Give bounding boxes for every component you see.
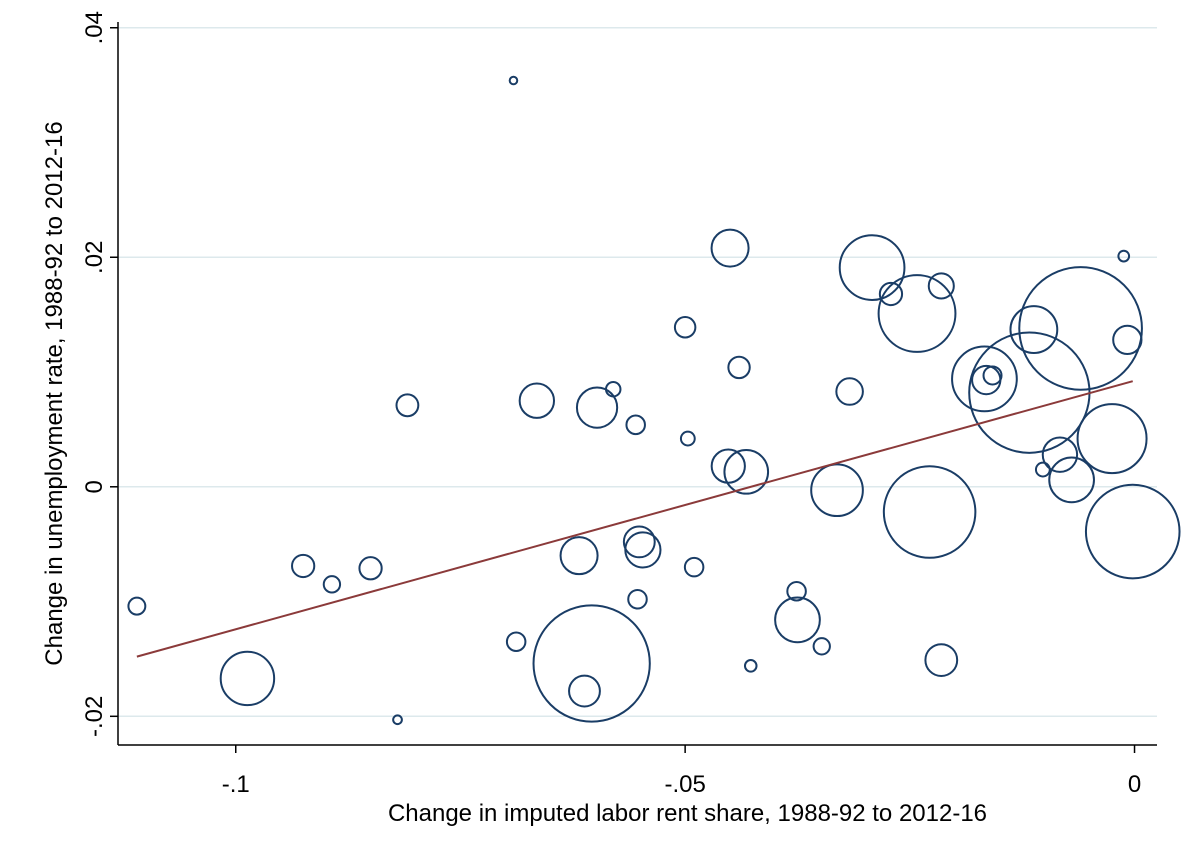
grid-lines xyxy=(118,26,1157,718)
scatter-point xyxy=(786,580,807,602)
scatter-point xyxy=(625,414,646,436)
scatter-point xyxy=(882,465,977,559)
x-tick-label: 0 xyxy=(1128,771,1141,798)
scatter-points xyxy=(127,75,1181,726)
scatter-point xyxy=(1041,436,1079,473)
fit-line-group xyxy=(136,380,1133,658)
scatter-point xyxy=(673,316,697,339)
axes xyxy=(117,22,1157,746)
x-tick-label: -.05 xyxy=(664,771,705,798)
scatter-point xyxy=(624,531,662,569)
scatter-point xyxy=(924,643,959,677)
scatter-point xyxy=(1117,249,1131,263)
x-axis-title: Change in imputed labor rent share, 1988… xyxy=(388,800,987,827)
scatter-point xyxy=(395,393,420,418)
scatter-point xyxy=(951,345,1018,413)
y-tick-label: .02 xyxy=(81,241,108,274)
scatter-point xyxy=(710,228,750,268)
scatter-point xyxy=(392,714,403,726)
scatter-point xyxy=(1112,324,1143,356)
scatter-point xyxy=(219,650,276,707)
scatter-point xyxy=(559,536,599,576)
y-tick-label: -.02 xyxy=(81,696,108,737)
scatter-point xyxy=(723,449,770,495)
scatter-point xyxy=(1076,403,1148,475)
scatter-point xyxy=(568,674,601,708)
scatter-point xyxy=(835,377,864,406)
scatter-point xyxy=(743,659,758,673)
scatter-point xyxy=(505,631,527,652)
y-axis-title: Change in unemployment rate, 1988-92 to … xyxy=(41,121,68,665)
scatter-point xyxy=(322,575,342,594)
scatter-point xyxy=(982,365,1003,386)
scatter-point xyxy=(575,386,619,429)
scatter-point xyxy=(1018,266,1143,391)
fit-line xyxy=(136,380,1133,658)
y-tick-label: 0 xyxy=(81,480,108,493)
scatter-point xyxy=(878,281,904,307)
scatter-point xyxy=(532,604,651,723)
scatter-point xyxy=(683,556,705,578)
y-tick-label: .04 xyxy=(81,11,108,44)
scatter-point xyxy=(127,596,147,616)
scatter-point xyxy=(774,596,821,644)
x-tick-label: -.1 xyxy=(222,771,250,798)
scatter-point xyxy=(1009,305,1059,354)
scatter-point xyxy=(810,463,864,518)
scatter-point xyxy=(358,556,383,581)
scatter-point xyxy=(622,525,656,559)
axis-ticks: -.02 0 .02 .04 -.1 -.05 0 xyxy=(81,11,1141,798)
scatter-point xyxy=(927,272,955,300)
scatter-point xyxy=(508,75,519,86)
scatter-point xyxy=(1084,483,1181,580)
scatter-point xyxy=(604,381,622,398)
scatter-point xyxy=(1034,461,1051,478)
scatter-point xyxy=(518,382,556,419)
scatter-point xyxy=(1048,456,1095,504)
scatter-point xyxy=(627,588,648,610)
scatter-point xyxy=(679,430,696,447)
scatter-point xyxy=(812,637,831,656)
scatter-point xyxy=(291,553,316,579)
scatter-point xyxy=(727,355,751,380)
scatter-point xyxy=(877,274,957,353)
scatter-point xyxy=(968,331,1091,454)
scatter-point xyxy=(838,234,906,301)
scatter-point xyxy=(710,448,746,484)
